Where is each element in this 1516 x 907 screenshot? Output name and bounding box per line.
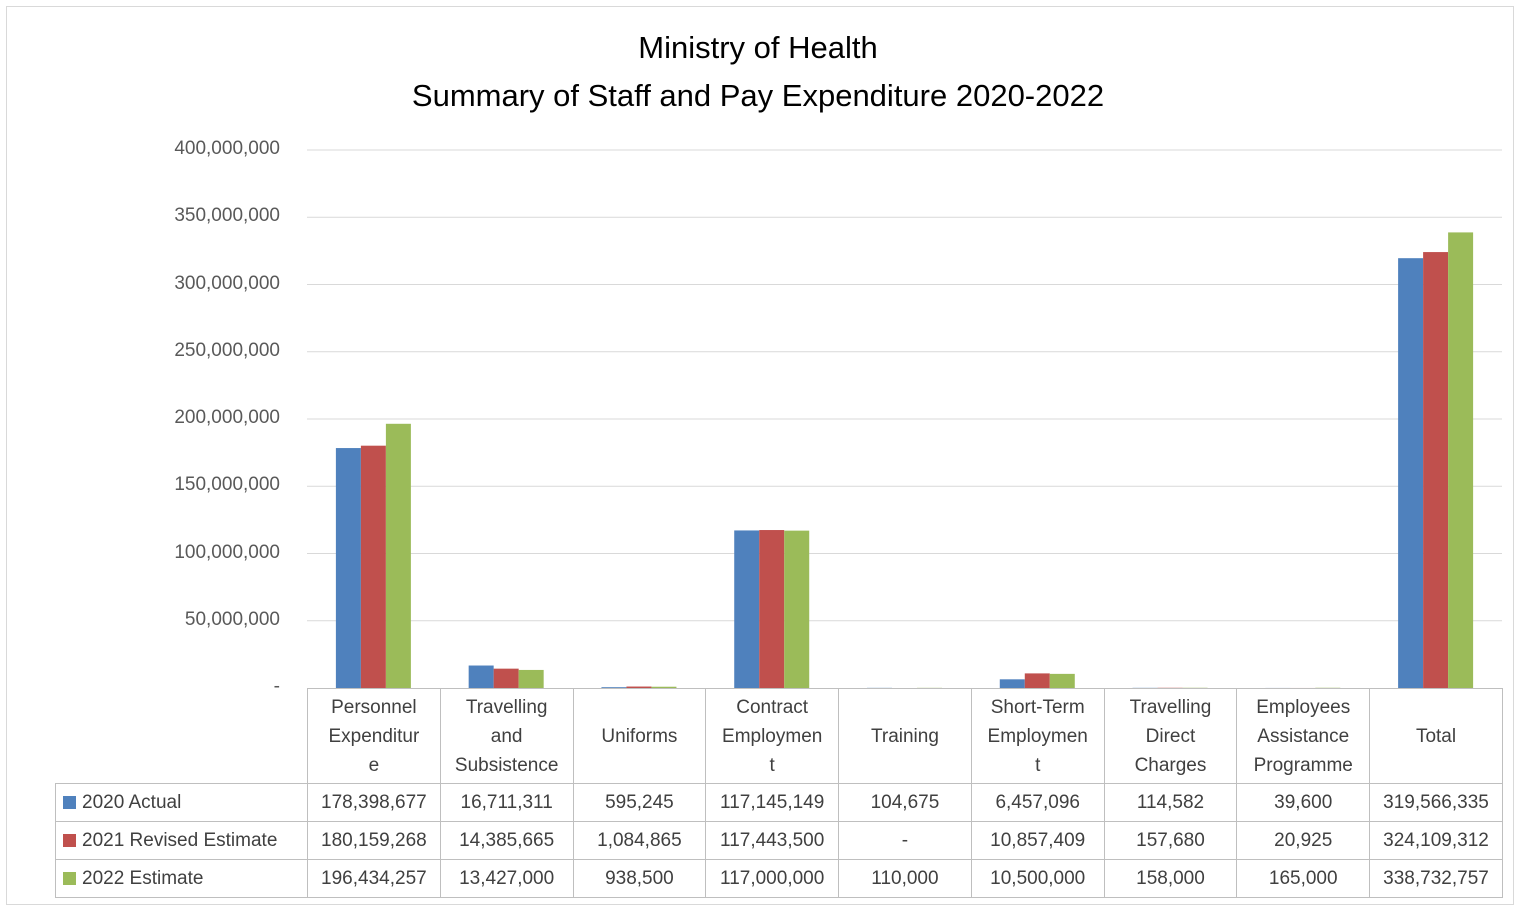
table-cell: 104,675 (838, 783, 972, 822)
table-cell: 117,000,000 (705, 859, 840, 898)
chart-subtitle: Summary of Staff and Pay Expenditure 202… (411, 78, 1105, 113)
legend-entry: 2022 Estimate (55, 859, 308, 898)
y-tick-label: 350,000,000 (174, 205, 280, 227)
bar-2-3 (626, 686, 652, 688)
category-label: Uniforms (572, 688, 707, 784)
table-cell: 157,680 (1103, 821, 1238, 860)
y-tick-label: 200,000,000 (174, 407, 280, 428)
table-cell: 319,566,335 (1369, 783, 1503, 822)
bar-2-4 (759, 530, 785, 688)
table-cell: 1,084,865 (572, 821, 707, 860)
y-tick-label: 100,000,000 (174, 541, 280, 563)
bar-3-9 (1448, 232, 1474, 689)
category-label: Total (1369, 688, 1503, 784)
series-name: 2020 Actual (82, 791, 182, 813)
table-corner (55, 688, 308, 784)
y-tick-label: 150,000,000 (174, 474, 280, 496)
table-cell: 110,000 (838, 859, 972, 898)
table-cell: 16,711,311 (439, 783, 574, 822)
series-name: 2021 Revised Estimate (82, 829, 278, 851)
legend-entry: 2021 Revised Estimate (55, 821, 308, 860)
table-cell: 180,159,268 (307, 821, 441, 860)
category-label: Travelling Direct Charges (1103, 688, 1238, 784)
y-tick-label: 250,000,000 (174, 339, 280, 361)
table-cell: 10,857,409 (970, 821, 1105, 860)
table-cell: 13,427,000 (439, 859, 574, 898)
category-label: Training (838, 688, 972, 784)
table-cell: 117,145,149 (705, 783, 840, 822)
category-label: Contract Employmen t (705, 688, 840, 784)
bar-1-9 (1398, 258, 1424, 688)
bar-3-1 (385, 423, 411, 688)
table-cell: 324,109,312 (1369, 821, 1503, 860)
table-row: 2021 Revised Estimate 180,159,268 14,385,6… (55, 821, 1503, 860)
category-label: Short-Term Employmen t (970, 688, 1105, 784)
table-cell: 178,398,677 (307, 783, 441, 822)
series-name: 2022 Estimate (82, 867, 204, 889)
y-tick-label: 50,000,000 (184, 608, 280, 630)
table-row: 2022 Estimate 196,434,257 13,427,000 938,50… (55, 859, 1503, 898)
bar-1-2 (468, 665, 494, 688)
bar-3-3 (651, 686, 677, 688)
bar-1-4 (734, 530, 760, 688)
table-cell: 117,443,500 (705, 821, 840, 860)
table-cell: 196,434,257 (307, 859, 441, 898)
legend-key (63, 795, 76, 809)
category-label: Employees Assistance Programme (1236, 688, 1371, 784)
table-cell: 338,732,757 (1369, 859, 1503, 898)
chart-title: Ministry of Health (638, 30, 878, 65)
table-cell: 10,500,000 (970, 859, 1105, 898)
bar-1-6 (999, 679, 1025, 688)
category-label: Travelling and Subsistence (439, 688, 574, 784)
bar-1-1 (335, 448, 361, 688)
legend-key (63, 833, 76, 847)
legend-entry: 2020 Actual (55, 783, 308, 822)
bar-1-3 (601, 687, 627, 688)
y-tick-label: 300,000,000 (174, 272, 280, 294)
table-cell: 938,500 (572, 859, 707, 898)
category-label: Personnel Expenditur e (307, 688, 441, 784)
y-tick-label: 400,000,000 (174, 138, 280, 159)
table-cell: 595,245 (572, 783, 707, 822)
table-row: 2020 Actual 178,398,677 16,711,311 595,245 1… (55, 783, 1503, 822)
table-header-row: Personnel Expenditur e Travelling and Subsist… (55, 688, 1503, 784)
table-cell: 158,000 (1103, 859, 1238, 898)
bar-2-6 (1024, 673, 1050, 688)
y-tick-label: - (273, 676, 280, 697)
bar-2-2 (493, 668, 519, 688)
data-table: Personnel Expenditur e Travelling and Subsist… (55, 688, 1503, 898)
bar-3-6 (1049, 673, 1075, 688)
table-cell: - (838, 821, 972, 860)
bar-2-9 (1423, 252, 1449, 688)
table-cell: 6,457,096 (970, 783, 1105, 822)
bar-3-4 (784, 530, 810, 688)
table-cell: 20,925 (1236, 821, 1371, 860)
bar-3-2 (518, 669, 544, 688)
bar-2-1 (360, 445, 386, 688)
legend-key (63, 871, 76, 885)
table-cell: 114,582 (1103, 783, 1238, 822)
table-cell: 39,600 (1236, 783, 1371, 822)
table-cell: 14,385,665 (439, 821, 574, 860)
table-cell: 165,000 (1236, 859, 1371, 898)
